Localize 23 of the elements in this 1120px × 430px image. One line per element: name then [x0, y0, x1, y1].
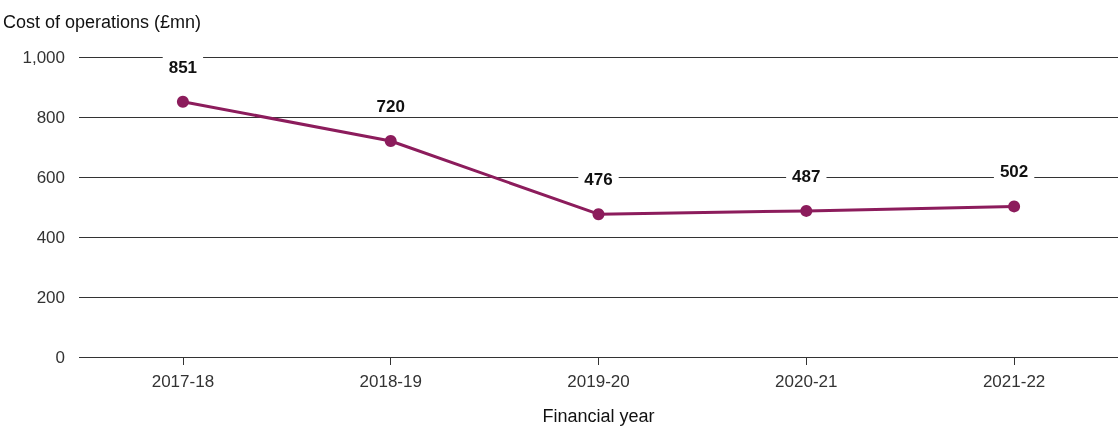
- data-label: 851: [168, 57, 198, 77]
- data-label: 487: [792, 166, 821, 186]
- y-tick-label: 0: [55, 347, 65, 367]
- x-tick-label: 2017-18: [151, 372, 215, 391]
- point: [1008, 200, 1021, 213]
- data-label: 720: [376, 97, 405, 116]
- data-label: 502: [999, 162, 1029, 182]
- point: [384, 135, 397, 147]
- y-tick-label: 200: [36, 287, 65, 307]
- y-tick-label: 1,000: [22, 47, 65, 67]
- x-tick-label: 2018-19: [359, 372, 422, 391]
- x-tick-label: 2019-20: [567, 372, 630, 391]
- y-tick-label: 800: [36, 107, 65, 127]
- data-label: 476: [584, 170, 613, 190]
- x-tick-label: 2020-21: [775, 372, 838, 391]
- point: [800, 204, 813, 217]
- y-axis-title: Cost of operations (£mn): [3, 12, 202, 32]
- point: [176, 95, 189, 108]
- y-tick-label: 400: [36, 227, 65, 247]
- x-tick-label: 2021-22: [982, 372, 1046, 391]
- point: [592, 208, 605, 221]
- y-tick-label: 600: [36, 167, 65, 187]
- x-axis-title: Financial year: [542, 406, 655, 426]
